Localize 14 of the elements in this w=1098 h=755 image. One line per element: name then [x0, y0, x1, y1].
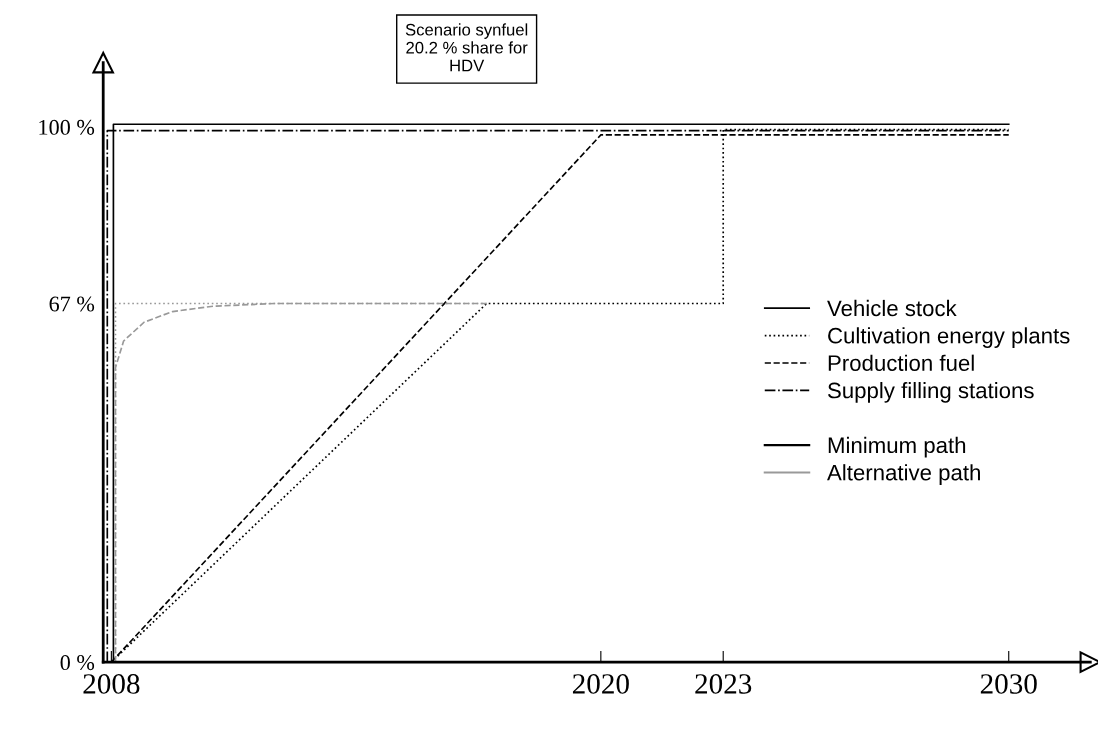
- x-tick-label: 2030: [980, 674, 1037, 694]
- chart-title: Scenario synfuel 20.2 % share for HDV: [405, 23, 528, 72]
- x-tick-label: 2008: [83, 674, 140, 694]
- x-tick-label: 2020: [572, 674, 629, 694]
- legend-label: Supply filling stations: [827, 382, 1034, 403]
- legend-label: Cultivation energy plants: [828, 327, 1070, 348]
- y-tick-label: 67 %: [49, 296, 95, 312]
- annotation: Minimum path: [828, 436, 966, 458]
- annotation: Alternative path: [827, 464, 980, 485]
- legend-label: Production fuel: [828, 354, 974, 371]
- y-tick-label: 100 %: [39, 119, 95, 135]
- legend-label: Vehicle stock: [827, 299, 957, 317]
- y-tick-label: 0 %: [60, 655, 95, 671]
- x-tick-label: 2023: [695, 674, 752, 694]
